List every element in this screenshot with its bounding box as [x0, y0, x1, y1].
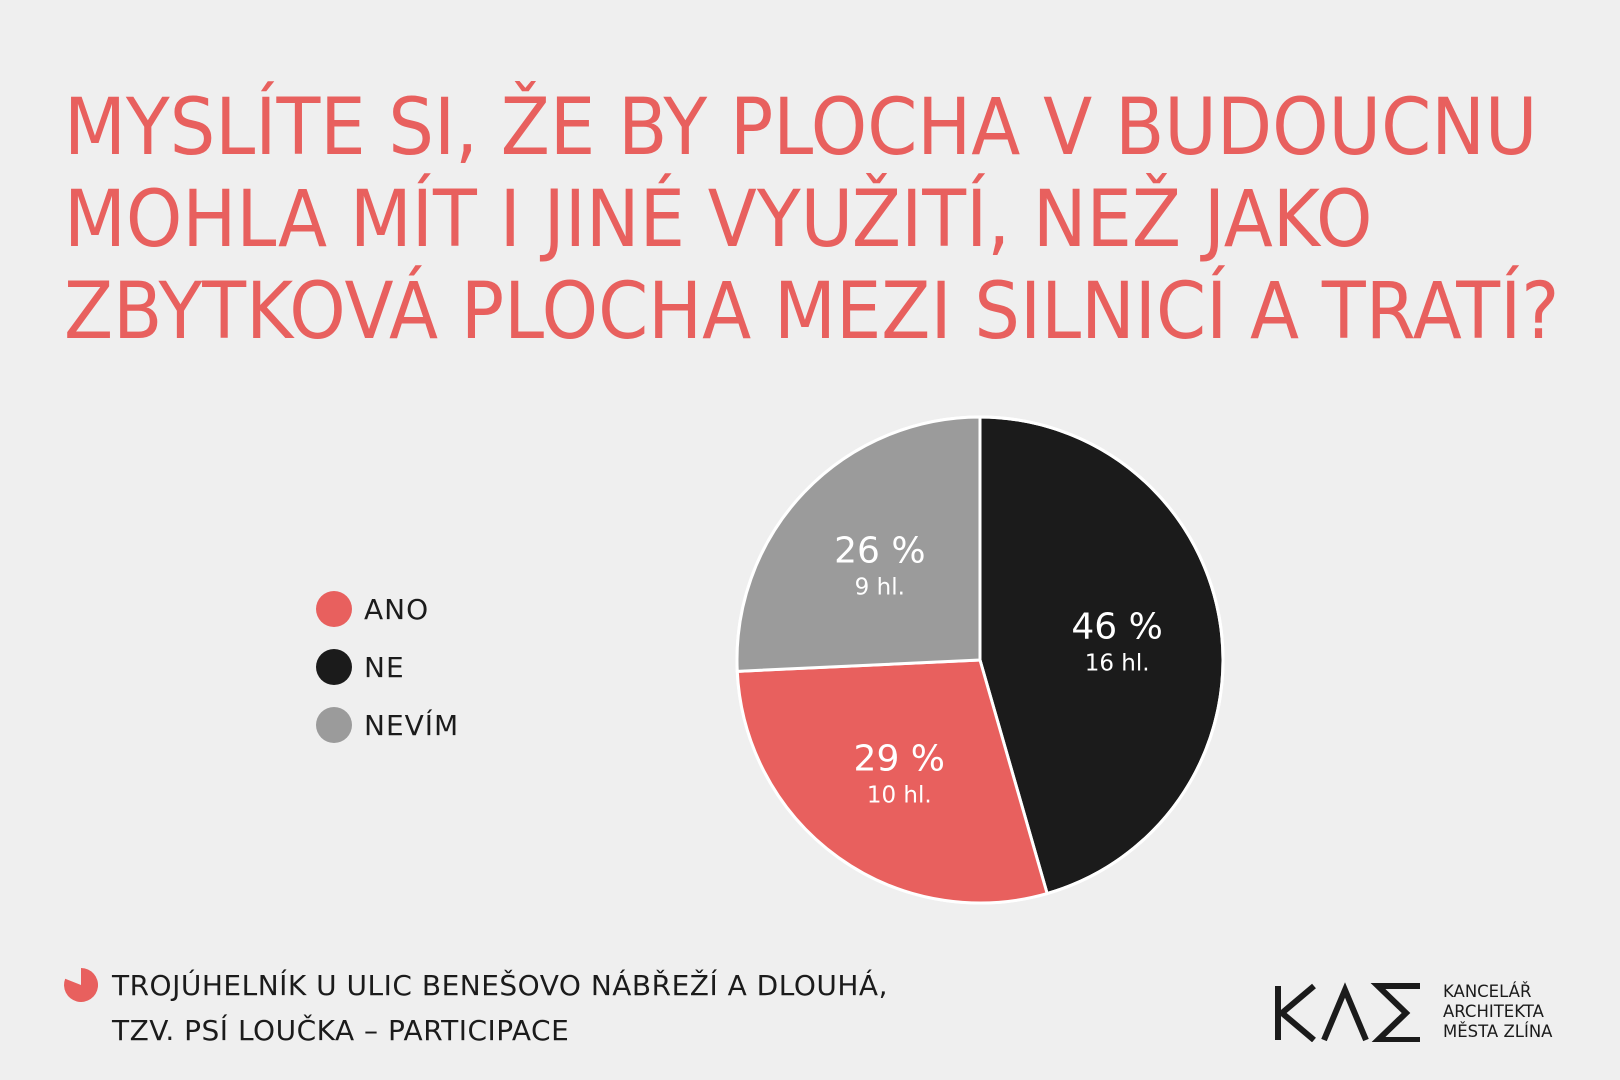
slice-votes-label: 10 hl. — [867, 783, 932, 809]
legend-item-ne: NE — [316, 638, 459, 696]
slice-percent-label: 46 % — [1071, 607, 1162, 648]
legend-swatch-nevim — [316, 707, 352, 743]
kam-logo — [1275, 982, 1420, 1042]
logo-line-2: ARCHITEKTA — [1443, 1002, 1544, 1021]
logo-line-1: KANCELÁŘ — [1443, 982, 1532, 1001]
pie-chart: 46 % 16 hl. 29 % 10 hl. 26 % 9 hl. — [735, 415, 1225, 905]
legend-item-ano: ANO — [316, 580, 459, 638]
footer-line-1: TROJÚHELNÍK U ULIC BENEŠOVO NÁBŘEŽÍ A DL… — [112, 969, 888, 1002]
legend-swatch-ano — [316, 591, 352, 627]
slice-percent-label: 29 % — [854, 739, 945, 780]
legend-swatch-ne — [316, 649, 352, 685]
title-line-3: ZBYTKOVÁ PLOCHA MEZI SILNICÍ A TRATÍ? — [64, 267, 1560, 357]
slice-percent-label: 26 % — [834, 530, 925, 571]
title-line-1: MYSLÍTE SI, ŽE BY PLOCHA V BUDOUCNU — [64, 83, 1538, 173]
legend-label-ano: ANO — [364, 592, 430, 626]
pie-chart-icon — [64, 968, 98, 1002]
footer-caption: TROJÚHELNÍK U ULIC BENEŠOVO NÁBŘEŽÍ A DL… — [112, 963, 888, 1053]
slice-votes-label: 16 hl. — [1085, 651, 1150, 677]
title-line-2: MOHLA MÍT I JINÉ VYUŽITÍ, NEŽ JAKO — [64, 175, 1373, 265]
footer-line-2: TZV. PSÍ LOUČKA – PARTICIPACE — [112, 1014, 570, 1047]
logo-line-3: MĚSTA ZLÍNA — [1443, 1022, 1553, 1041]
legend-item-nevim: NEVÍM — [316, 696, 459, 754]
pie-slice-ano — [735, 658, 1049, 905]
legend-label-ne: NE — [364, 650, 405, 684]
pie-slice-nevim — [735, 415, 982, 673]
legend-label-nevim: NEVÍM — [364, 708, 460, 742]
page-title: MYSLÍTE SI, ŽE BY PLOCHA V BUDOUCNU MOHL… — [64, 82, 1560, 358]
logo-text: KANCELÁŘ ARCHITEKTA MĚSTA ZLÍNA — [1443, 982, 1552, 1042]
slice-votes-label: 9 hl. — [855, 574, 905, 600]
chart-legend: ANO NE NEVÍM — [316, 580, 459, 754]
